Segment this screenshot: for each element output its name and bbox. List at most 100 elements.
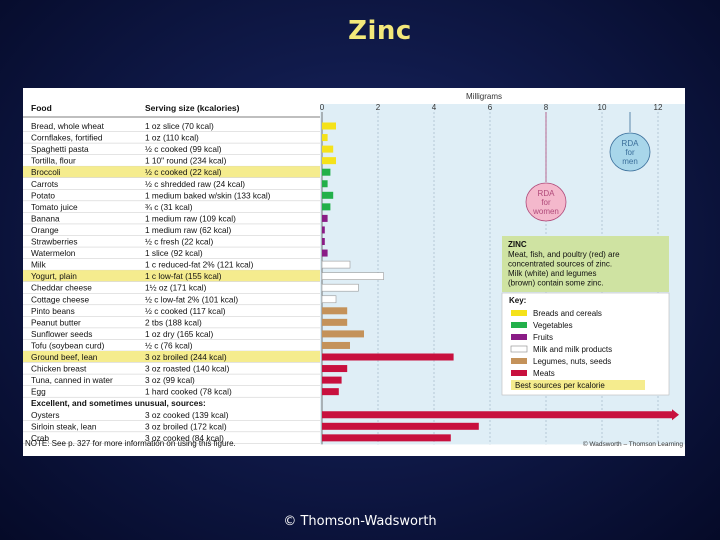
food-label: Chicken breast (31, 364, 87, 374)
food-label: Cottage cheese (31, 294, 90, 304)
bar (321, 283, 359, 292)
serving-label: 1 medium baked w/skin (133 kcal) (145, 190, 271, 200)
x-tick-label: 2 (376, 103, 381, 112)
serving-label: ¾ c (31 kcal) (145, 202, 193, 212)
chart-canvas: Milligrams Food Serving size (kcalories) 0 2… (23, 92, 685, 448)
x-tick-label: 6 (488, 103, 493, 112)
serving-label: ½ c shredded raw (24 kcal) (145, 179, 245, 189)
bar (322, 122, 336, 130)
food-label: Ground beef, lean (31, 352, 98, 362)
serving-label: ½ c cooked (22 kcal) (145, 167, 222, 177)
bar (322, 238, 325, 245)
serving-label: 1 10" round (234 kcal) (145, 156, 227, 166)
serving-label: 3 oz broiled (172 kcal) (145, 421, 227, 431)
key-best-highlight (511, 380, 645, 390)
serving-label: ½ c cooked (117 kcal) (145, 306, 226, 316)
serving-label: 3 oz roasted (140 kcal) (145, 364, 230, 374)
bar (322, 226, 325, 234)
food-label: Potato (31, 190, 55, 200)
food-label: Cheddar cheese (31, 283, 92, 293)
key-label: Milk and milk products (533, 345, 612, 354)
rda-marker-label: RDA (622, 139, 640, 148)
key-label: Fruits (533, 333, 553, 342)
column-header-serving: Serving size (kcalories) (145, 103, 240, 113)
food-label: Cornflakes, fortified (31, 133, 103, 143)
rda-marker-label: for (625, 148, 635, 157)
serving-label: 1 oz (110 kcal) (145, 133, 199, 143)
bar (322, 180, 328, 188)
x-tick-label: 10 (598, 103, 607, 112)
food-label: Carrots (31, 179, 58, 189)
slide-title: Zinc (348, 16, 412, 46)
info-box-line: concentrated sources of zinc. (508, 260, 612, 269)
best-source-highlight (23, 270, 320, 282)
bar (322, 330, 364, 338)
serving-label: 1 oz slice (70 kcal) (145, 121, 214, 131)
zinc-sources-chart: Milligrams Food Serving size (kcalories) 0 2… (23, 88, 685, 456)
serving-label: 1½ oz (171 kcal) (145, 283, 207, 293)
serving-label: 1 c low-fat (155 kcal) (145, 271, 222, 281)
serving-label: ½ c (76 kcal) (145, 340, 193, 350)
rda-marker-bubble (525, 182, 567, 222)
serving-label: 1 hard cooked (78 kcal) (145, 387, 232, 397)
food-label: Milk (31, 260, 47, 270)
bar (322, 434, 451, 442)
best-source-highlight (23, 351, 320, 363)
bar (322, 145, 334, 153)
food-label: Pinto beans (31, 306, 75, 316)
food-label: Oysters (31, 410, 60, 420)
bar (321, 260, 351, 269)
bar (322, 318, 348, 326)
food-label: Broccoli (31, 167, 61, 177)
x-tick-label: 12 (654, 103, 663, 112)
food-label: Orange (31, 225, 59, 235)
key-label: Vegetables (533, 321, 573, 330)
food-label: Bread, whole wheat (31, 121, 105, 131)
key-swatch (511, 358, 527, 364)
bar (322, 365, 348, 373)
food-label: Strawberries (31, 237, 78, 247)
bar (321, 295, 337, 304)
rda-marker-label: men (622, 157, 638, 166)
unusual-sources-heading: Excellent, and sometimes unusual, source… (31, 398, 206, 408)
food-label: Banana (31, 213, 60, 223)
x-tick-label: 4 (432, 103, 437, 112)
rda-marker-label: for (541, 198, 551, 207)
food-label: Watermelon (31, 248, 76, 258)
serving-label: 3 oz broiled (244 kcal) (145, 352, 227, 362)
copyright-footer: © Thomson-Wadsworth (283, 514, 437, 529)
bar (322, 168, 331, 176)
info-box-title: ZINC (508, 240, 527, 249)
bar (322, 214, 328, 222)
food-label: Peanut butter (31, 317, 81, 327)
rda-marker-label: women (532, 207, 559, 216)
bar (321, 272, 384, 280)
column-header-food: Food (31, 103, 52, 113)
key-label: Legumes, nuts, seeds (533, 357, 611, 366)
serving-label: ½ c low-fat 2% (101 kcal) (145, 294, 238, 304)
info-box-line: Milk (white) and legumes (508, 269, 596, 278)
serving-label: 3 oz (99 kcal) (145, 375, 195, 385)
bar (322, 157, 336, 165)
off-scale-arrow (672, 409, 679, 421)
key-swatch (511, 322, 527, 328)
best-source-highlight (23, 166, 320, 178)
serving-label: 1 oz dry (165 kcal) (145, 329, 213, 339)
serving-label: ½ c cooked (99 kcal) (145, 144, 222, 154)
serving-label: 3 oz cooked (139 kcal) (145, 410, 229, 420)
info-box-line: (brown) contain some zinc. (508, 279, 604, 288)
key-label: Breads and cereals (533, 309, 602, 318)
key-swatch (510, 345, 528, 353)
food-label: Sunflower seeds (31, 329, 92, 339)
serving-label: 2 tbs (188 kcal) (145, 317, 202, 327)
x-tick-label: 0 (320, 103, 325, 112)
bar (322, 203, 331, 211)
bar (322, 249, 328, 257)
key-title: Key: (509, 296, 526, 305)
rda-marker-label: RDA (538, 189, 556, 198)
bar (322, 191, 334, 199)
key-box (501, 292, 670, 396)
key-swatch (511, 310, 527, 316)
food-label: Tuna, canned in water (31, 375, 113, 385)
bar (322, 411, 673, 419)
